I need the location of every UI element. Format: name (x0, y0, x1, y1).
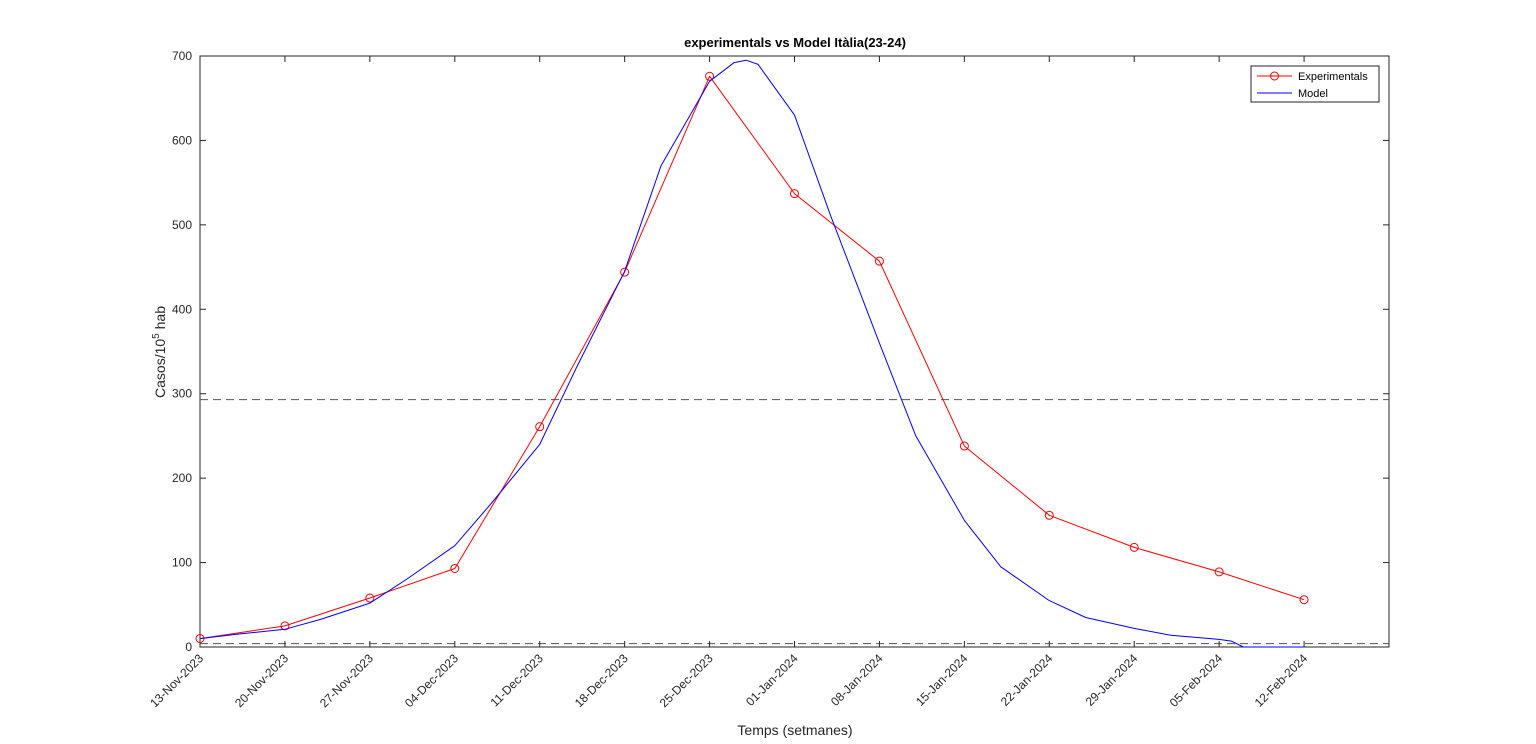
point-experimentals-7 (790, 189, 799, 199)
chart-title: experimentals vs Model Itàlia(23-24) (684, 35, 906, 50)
y-tick-label-0: 0 (185, 640, 192, 654)
y-tick-label-200: 200 (172, 471, 192, 485)
point-experimentals-2 (365, 593, 375, 603)
point-experimentals-3 (450, 563, 460, 573)
y-axis-label-base: Casos/10 (152, 339, 168, 398)
y-tick-label-700: 700 (172, 49, 192, 63)
y-tick-label-600: 600 (172, 133, 192, 147)
legend-label-experimentals: Experimentals (1298, 71, 1368, 83)
y-axis-label-superscript: 5 (151, 333, 162, 339)
legend-label-model: Model (1298, 88, 1328, 100)
point-experimentals-12 (1214, 567, 1224, 577)
point-experimentals-10 (1044, 510, 1054, 520)
y-tick-label-400: 400 (172, 302, 192, 316)
series-line-model (199, 59, 1305, 648)
y-axis-label-suffix: hab (152, 306, 168, 333)
point-experimentals-1 (280, 621, 290, 631)
series-line-experimentals (199, 75, 1305, 640)
point-experimentals-6 (705, 71, 715, 81)
legend-box (1250, 65, 1380, 103)
y-tick-label-500: 500 (172, 218, 192, 232)
point-experimentals-5 (620, 267, 630, 277)
y-axis-label: Casos/105 hab (151, 306, 168, 398)
y-tick-label-100: 100 (172, 556, 192, 570)
point-experimentals-13 (1299, 595, 1309, 605)
point-experimentals-9 (959, 441, 969, 451)
plot-area (199, 55, 1390, 648)
series-layer (195, 59, 1309, 648)
y-axis: 0 100 200 300 400 500 600 700 (172, 49, 1389, 654)
legend: Experimentals Model (1250, 65, 1380, 103)
x-axis-label: Temps (setmanes) (737, 722, 852, 738)
reference-lines (200, 399, 1389, 645)
y-tick-label-300: 300 (172, 387, 192, 401)
point-experimentals-8 (874, 256, 884, 266)
point-experimentals-11 (1129, 542, 1139, 552)
point-experimentals-4 (535, 422, 545, 432)
legend-marker-experimentals (1270, 71, 1279, 81)
